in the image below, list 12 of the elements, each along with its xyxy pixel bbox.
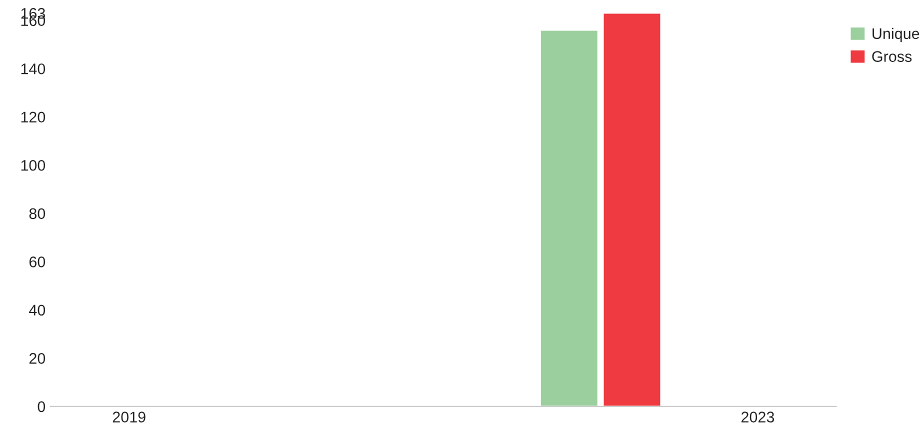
legend-label: Gross [872,51,912,62]
y-tick-label: 80 [29,208,46,220]
x-tick-label: 2019 [112,412,146,422]
y-tick-label: 120 [21,112,46,123]
x-tick-label: 2023 [741,412,774,422]
y-tick-label: 40 [29,304,46,316]
y-tick-label: 140 [21,63,46,74]
y-tick-label: 20 [29,353,46,364]
y-tick-label: 0 [38,401,46,412]
y-tick-label: 60 [29,256,46,268]
legend-label: Unique [872,28,919,42]
y-tick-label: 100 [21,160,46,171]
